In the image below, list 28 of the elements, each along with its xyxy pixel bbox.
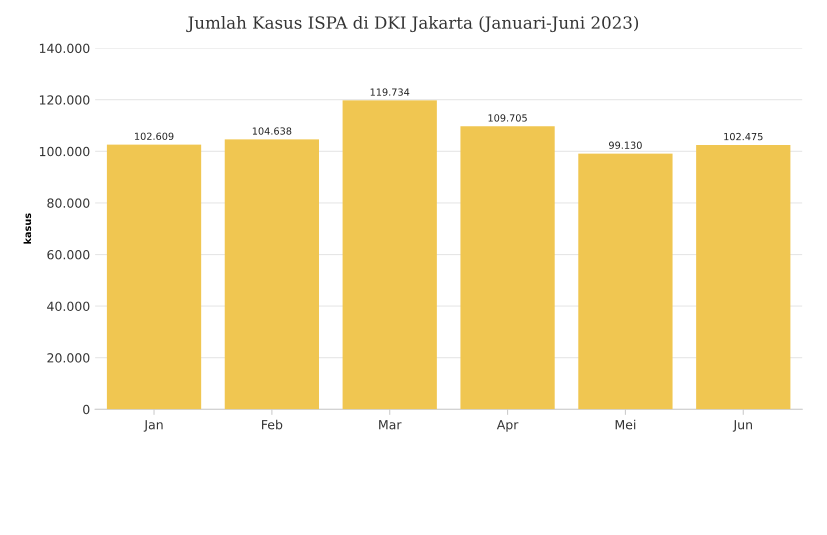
- y-tick-label: 0: [83, 404, 90, 414]
- bar: [106, 144, 202, 410]
- x-tick-label: Mar: [379, 420, 402, 430]
- chart-title: Jumlah Kasus ISPA di DKI Jakarta (Januari-Juni 2023): [186, 16, 638, 32]
- x-tick-label: Mei: [616, 420, 636, 430]
- data-label: 102.609: [134, 132, 174, 140]
- y-tick-label: 40.000: [47, 302, 90, 312]
- x-tick-label: Jan: [144, 420, 163, 432]
- bar: [224, 139, 320, 410]
- bar: [342, 100, 437, 410]
- y-tick-label: 140.000: [40, 44, 90, 54]
- data-label: 99.130: [609, 142, 642, 149]
- data-label: 109.705: [488, 114, 527, 122]
- data-label: 104.638: [252, 127, 292, 135]
- y-tick-label: 80.000: [47, 198, 90, 208]
- x-tick-label: Apr: [496, 420, 518, 432]
- bar: [460, 126, 555, 410]
- y-tick-label: 20.000: [47, 353, 90, 363]
- bar: [578, 154, 673, 410]
- bar: [696, 144, 790, 410]
- y-tick-label: 60.000: [47, 250, 90, 260]
- y-tick-label: 120.000: [40, 95, 90, 105]
- data-label: 119.734: [370, 88, 410, 96]
- y-axis-title: kasus: [24, 213, 32, 244]
- y-tick-label: 100.000: [40, 146, 90, 156]
- x-tick-label: Feb: [262, 420, 282, 430]
- x-tick-label: Jun: [732, 420, 752, 432]
- data-label: 102.475: [724, 132, 763, 140]
